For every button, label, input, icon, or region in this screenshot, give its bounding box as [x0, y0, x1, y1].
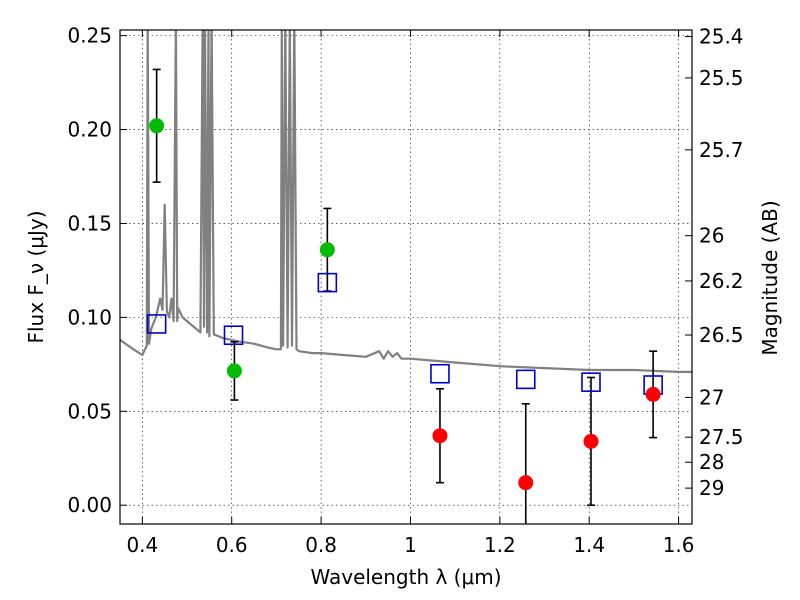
model-square	[223, 325, 244, 346]
model-square	[515, 369, 536, 390]
axis-ticks	[120, 30, 692, 524]
markers	[146, 118, 663, 491]
model-square	[317, 272, 338, 293]
x-tick-label: 0.4	[126, 533, 158, 557]
right-tick-label: 29	[699, 476, 724, 500]
data-point	[226, 363, 242, 379]
data-point	[432, 428, 448, 444]
data-point	[149, 118, 165, 134]
x-tick-label: 0.6	[216, 533, 248, 557]
model-square	[146, 314, 167, 334]
right-tick-label: 26.5	[699, 323, 744, 347]
right-tick-label: 25.4	[699, 25, 744, 49]
data-point	[319, 242, 335, 258]
y-tick-label: 0.25	[67, 24, 112, 48]
x-tick-label: 1.4	[573, 533, 605, 557]
right-tick-label: 25.7	[699, 138, 744, 162]
y-tick-label: 0.15	[67, 211, 112, 235]
plot-area	[120, 30, 692, 373]
x-tick-label: 0.8	[305, 533, 337, 557]
grid-lines	[120, 30, 692, 524]
x-tick-label: 1.6	[663, 533, 695, 557]
data-point	[645, 386, 661, 402]
right-tick-label: 26	[699, 224, 724, 248]
right-tick-label: 28	[699, 450, 724, 474]
sed-line	[120, 30, 692, 373]
model-square	[430, 363, 450, 384]
y-tick-label: 0.00	[67, 493, 112, 517]
tick-labels: 0.4 0.6 0.8 1 1.2 1.4 1.6 0.00 0.05 0.10 0.15 0.20 0…	[67, 24, 743, 557]
y-tick-label: 0.05	[67, 399, 112, 423]
data-point	[583, 433, 599, 449]
right-tick-label: 25.5	[699, 66, 744, 90]
y-tick-label: 0.20	[67, 118, 112, 142]
x-tick-label: 1.2	[484, 533, 516, 557]
model-square	[581, 372, 601, 392]
right-tick-label: 26.2	[699, 269, 744, 293]
right-axis-label: Magnitude (AB)	[758, 200, 782, 355]
x-tick-label: 1	[404, 533, 417, 557]
right-tick-label: 27.5	[699, 425, 744, 449]
y-tick-label: 0.10	[67, 305, 112, 329]
right-tick-label: 27	[699, 385, 724, 409]
plot-frame	[119, 29, 693, 525]
x-axis-label: Wavelength λ (μm)	[310, 565, 501, 589]
data-point	[518, 475, 534, 491]
y-axis-label: Flux F_ν (μJy)	[24, 210, 48, 343]
